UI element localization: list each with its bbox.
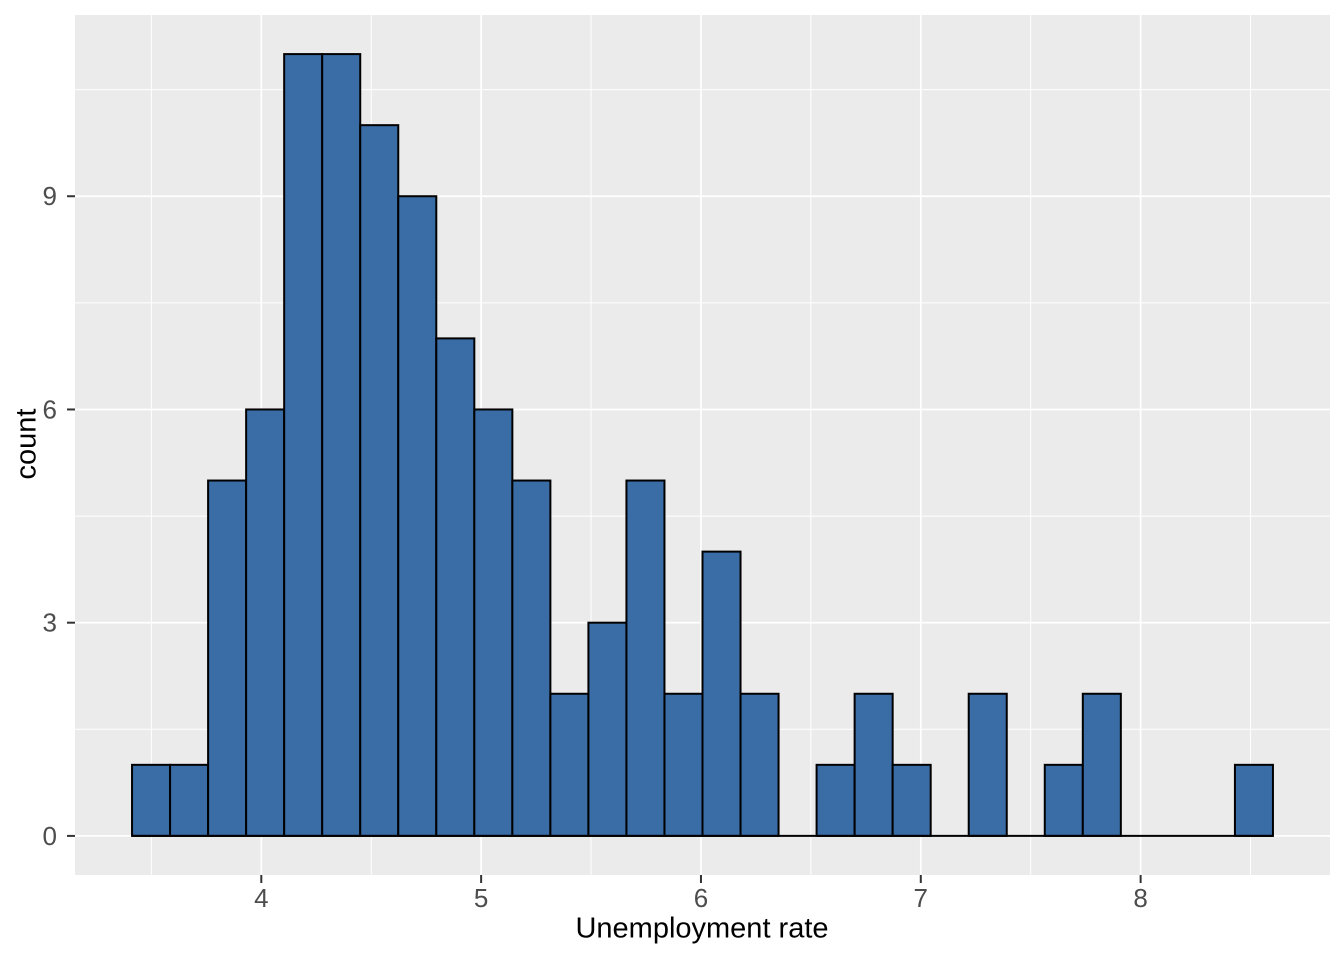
histogram-bar <box>815 763 856 837</box>
histogram-bar <box>891 763 932 837</box>
x-tick-label: 8 <box>1133 883 1147 913</box>
histogram-bar <box>587 621 628 837</box>
histogram-bar <box>321 53 362 837</box>
histogram-bar <box>853 692 894 837</box>
y-tick-label: 3 <box>43 608 57 638</box>
x-axis-title: Unemployment rate <box>575 912 829 945</box>
y-tick-label: 6 <box>43 394 57 424</box>
histogram-bar <box>169 763 210 837</box>
histogram-bar <box>739 692 780 837</box>
histogram-bar <box>359 124 400 837</box>
histogram-bar <box>397 195 438 837</box>
histogram-bar <box>511 479 552 837</box>
x-tick-label: 7 <box>914 883 928 913</box>
histogram-bar <box>473 408 514 837</box>
histogram-bar <box>967 692 1008 837</box>
histogram-bar <box>549 692 590 837</box>
histogram-bar <box>1233 763 1274 837</box>
y-tick-label: 9 <box>43 181 57 211</box>
x-tick-label: 4 <box>254 883 268 913</box>
histogram-bar <box>701 550 742 837</box>
histogram-bar <box>245 408 286 837</box>
x-tick-label: 5 <box>474 883 488 913</box>
histogram-bar <box>283 53 324 837</box>
y-axis-title: count <box>10 408 43 480</box>
histogram-bar <box>131 763 172 837</box>
histogram-bar <box>207 479 248 837</box>
histogram-bar <box>663 692 704 837</box>
histogram-bar <box>1043 763 1084 837</box>
y-tick-label: 0 <box>43 821 57 851</box>
histogram-bar <box>435 337 476 837</box>
histogram-bar <box>1081 692 1122 837</box>
x-tick-label: 6 <box>694 883 708 913</box>
histogram-bar <box>625 479 666 837</box>
